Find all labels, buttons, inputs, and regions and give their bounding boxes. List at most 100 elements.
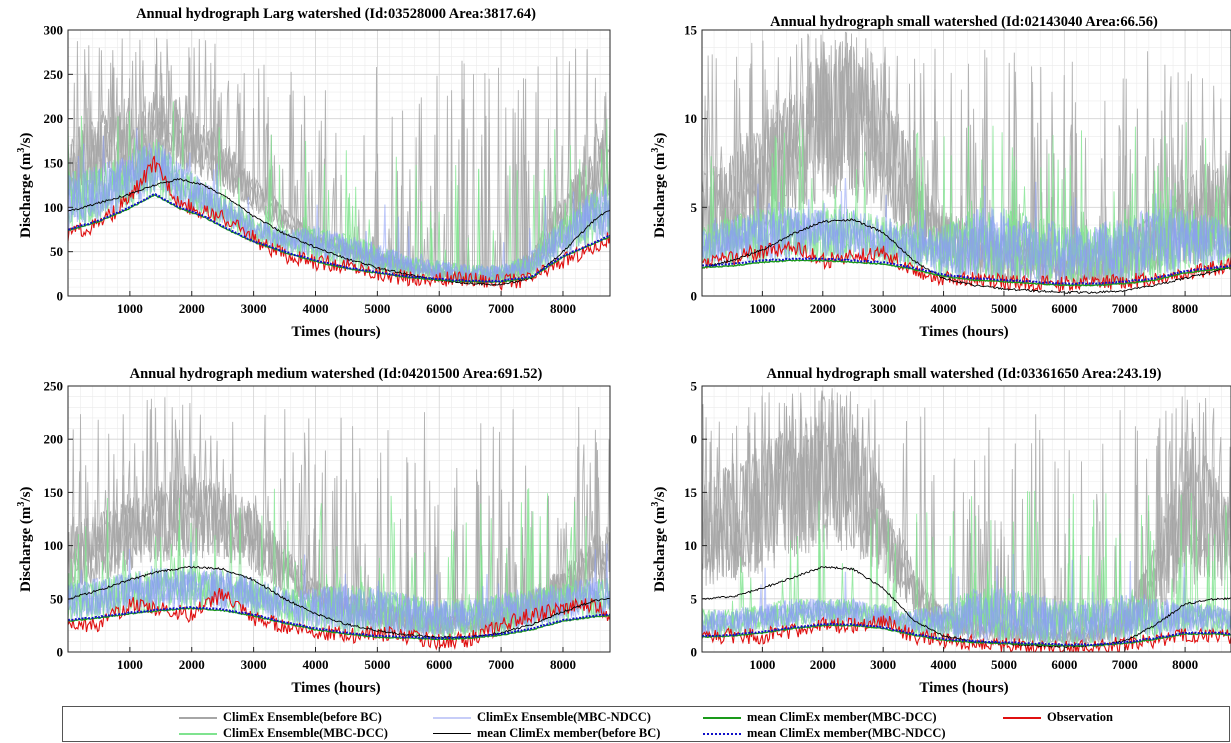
panel-3-ytick-label: 100 xyxy=(44,538,64,553)
panel-3-series-mean-before-bc xyxy=(68,565,610,639)
panel-3-ytick-label: 250 xyxy=(44,379,64,394)
panel-1-xtick-label: 8000 xyxy=(550,301,576,316)
panel-3-xtick-label: 7000 xyxy=(488,657,514,672)
panel-4-xtick-label: 7000 xyxy=(1112,657,1138,672)
panel-2-series-mean-mbc-ndcc xyxy=(702,257,1231,286)
panel-3-ytick-label: 200 xyxy=(44,432,64,447)
panel-4-xtick-label: 8000 xyxy=(1172,657,1198,672)
panel-3-series-group xyxy=(68,397,610,651)
panel-4-ytick-label: 0 xyxy=(691,645,698,660)
panel-1-series-mean-before-bc xyxy=(68,177,610,286)
panel-3: 1000 2000 3000 4000 5000 6000 7000 8000 0 50 100 15… xyxy=(44,379,611,672)
panel-1-xtick-label: 4000 xyxy=(302,301,328,316)
panel-4-xtick-label: 2000 xyxy=(810,657,836,672)
panel-2-ytick-label: 10 xyxy=(684,111,697,126)
panel-1: 1000 2000 3000 4000 5000 6000 7000 8000 0 50 100 15… xyxy=(44,23,611,316)
panel-1-xtick-label: 7000 xyxy=(488,301,514,316)
panel-3-title: Annual hydrograph medium watershed (Id:0… xyxy=(129,366,543,382)
panel-4-ytick-label: 15 xyxy=(684,485,698,500)
panel-4-axes-frame xyxy=(701,385,1231,653)
panel-3-ytick-label: 0 xyxy=(57,645,64,660)
legend-item-mbc-dcc: ClimEx Ensemble(MBC-DCC) xyxy=(179,726,388,741)
legend-item-mean-before-bc: mean ClimEx member(before BC) xyxy=(433,726,660,741)
panel-2-series-mean-before-bc xyxy=(702,218,1231,295)
panel-4-xtick-label: 6000 xyxy=(1051,657,1077,672)
panel-3-axes-frame xyxy=(67,385,611,653)
panel-2-xtick-label: 4000 xyxy=(931,301,957,316)
panel-2-ytick-label: 15 xyxy=(684,23,698,38)
panel-2: 1000 2000 3000 4000 5000 6000 7000 8000 0 5 10 15 xyxy=(684,23,1231,316)
panel-3-xtick-label: 3000 xyxy=(241,657,267,672)
panel-2-series-ensemble-mbc-ndcc xyxy=(702,189,1231,283)
panel-1-ytick-label: 200 xyxy=(44,111,64,126)
panel-1-series-observation xyxy=(68,155,610,292)
legend-label-mean-mbc-ndcc: mean ClimEx member(MBC-NDCC) xyxy=(747,726,946,740)
legend-item-mean-mbc-dcc: mean ClimEx member(MBC-DCC) xyxy=(703,710,937,725)
legend-swatch-mean-before-bc xyxy=(433,733,471,734)
legend-swatch-before-bc xyxy=(179,716,217,719)
legend-label-mean-mbc-dcc: mean ClimEx member(MBC-DCC) xyxy=(747,710,937,724)
panel-2-xtick-label: 2000 xyxy=(810,301,836,316)
panel-4-xtick-label: 5000 xyxy=(991,657,1017,672)
panel-3-xtick-label: 2000 xyxy=(179,657,205,672)
panel-2-axes-frame xyxy=(701,29,1231,297)
legend: ClimEx Ensemble(before BC) ClimEx Ensemb… xyxy=(62,706,1230,742)
legend-item-before-bc: ClimEx Ensemble(before BC) xyxy=(179,710,382,725)
legend-label-before-bc: ClimEx Ensemble(before BC) xyxy=(223,710,382,724)
panel-2-ytick-label: 5 xyxy=(691,200,698,215)
panel-1-xlabel: Times (hours) xyxy=(291,324,381,340)
panel-4-series-ensemble-mbc-ndcc xyxy=(702,589,1231,644)
panel-1-ytick-label: 250 xyxy=(44,67,64,82)
panel-2-xtick-label: 7000 xyxy=(1112,301,1138,316)
panel-3-xtick-label: 4000 xyxy=(302,657,328,672)
panel-3-series-ensemble-mbc-ndcc xyxy=(68,542,610,637)
panel-1-ytick-label: 300 xyxy=(44,23,64,38)
panel-1-series-mean-mbc-ndcc xyxy=(68,193,610,283)
panel-4-ytick-label: 10 xyxy=(684,538,697,553)
panel-4-xtick-label: 3000 xyxy=(870,657,896,672)
panel-1-xtick-label: 3000 xyxy=(241,301,267,316)
panel-4-xlabel: Times (hours) xyxy=(919,680,1009,696)
panel-2-series-group xyxy=(702,31,1231,295)
panel-4-ytick-label: 5 xyxy=(691,379,698,394)
legend-item-mbc-ndcc: ClimEx Ensemble(MBC-NDCC) xyxy=(433,710,651,725)
legend-swatch-mean-mbc-dcc xyxy=(703,716,741,719)
panel-1-ytick-label: 0 xyxy=(57,289,64,304)
panel-3-xtick-label: 6000 xyxy=(426,657,452,672)
panel-4-series-group xyxy=(702,387,1231,652)
panel-4-ytick-label: 0 xyxy=(691,432,698,447)
panel-1-xtick-label: 1000 xyxy=(117,301,143,316)
panel-4-title: Annual hydrograph small watershed (Id:03… xyxy=(766,366,1162,382)
panel-4-xtick-label: 1000 xyxy=(749,657,775,672)
legend-swatch-mbc-dcc xyxy=(179,732,217,735)
legend-label-mbc-ndcc: ClimEx Ensemble(MBC-NDCC) xyxy=(477,710,651,724)
panel-2-ytick-label: 0 xyxy=(691,289,698,304)
legend-label-mbc-dcc: ClimEx Ensemble(MBC-DCC) xyxy=(223,726,388,740)
panel-1-ytick-label: 150 xyxy=(44,156,64,171)
panel-3-xlabel: Times (hours) xyxy=(291,680,381,696)
panel-4-ytick-label: 5 xyxy=(691,591,698,606)
legend-item-mean-mbc-ndcc: mean ClimEx member(MBC-NDCC) xyxy=(703,726,946,741)
panel-2-xtick-label: 6000 xyxy=(1051,301,1077,316)
panel-4-xtick-label: 4000 xyxy=(931,657,957,672)
panel-1-series-ensemble-mbc-ndcc xyxy=(68,141,610,281)
panel-1-series-group xyxy=(68,37,610,292)
panel-1-xtick-label: 5000 xyxy=(364,301,390,316)
legend-swatch-mbc-ndcc xyxy=(433,716,471,719)
panel-1-ytick-label: 100 xyxy=(44,200,64,215)
panel-1-xtick-label: 2000 xyxy=(179,301,205,316)
legend-swatch-observation xyxy=(1003,716,1041,719)
panel-2-xtick-label: 3000 xyxy=(870,301,896,316)
panel-3-ytick-label: 150 xyxy=(44,485,64,500)
panel-2-xtick-label: 1000 xyxy=(749,301,775,316)
panel-2-xtick-label: 5000 xyxy=(991,301,1017,316)
panel-1-xtick-label: 6000 xyxy=(426,301,452,316)
legend-swatch-mean-mbc-ndcc xyxy=(703,732,741,735)
panel-4: 1000 2000 3000 4000 5000 6000 7000 8000 0 5 10 15 0 5 xyxy=(684,379,1231,672)
panel-2-xtick-label: 8000 xyxy=(1172,301,1198,316)
panel-2-xlabel: Times (hours) xyxy=(919,324,1009,340)
panel-3-xtick-label: 5000 xyxy=(364,657,390,672)
panel-4-series-mean-mbc-ndcc xyxy=(702,622,1231,647)
